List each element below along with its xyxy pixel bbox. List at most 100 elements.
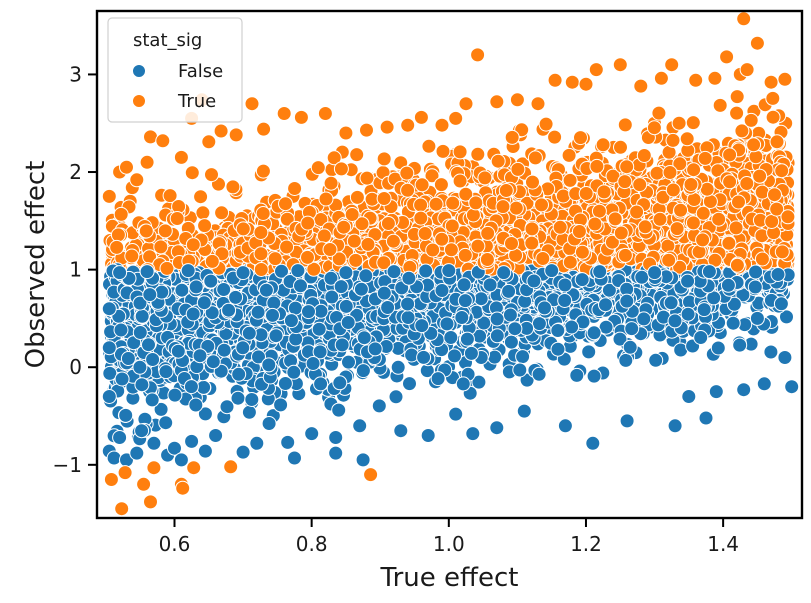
point-false: [331, 402, 347, 418]
point-true: [267, 251, 283, 267]
point-true: [424, 168, 440, 184]
point-true: [159, 260, 175, 276]
point-true: [619, 159, 635, 175]
point-false: [167, 387, 183, 403]
point-false: [489, 311, 505, 327]
point-true: [746, 137, 762, 153]
point-false: [439, 316, 455, 332]
point-true: [214, 205, 230, 221]
point-true: [376, 151, 392, 167]
point-true: [197, 218, 213, 234]
point-false: [341, 354, 356, 370]
point-true: [253, 262, 269, 277]
point-false: [145, 352, 161, 367]
point-false: [273, 397, 289, 413]
point-true: [669, 221, 685, 237]
point-true: [734, 123, 750, 139]
point-false: [569, 367, 585, 383]
point-true: [349, 147, 365, 163]
point-true: [433, 177, 449, 193]
point-true: [110, 227, 126, 243]
point-false: [763, 344, 779, 360]
point-true: [629, 204, 645, 220]
point-false: [367, 341, 383, 357]
point-false: [158, 415, 174, 431]
point-true: [465, 207, 481, 223]
point-true: [184, 165, 200, 181]
point-true: [413, 210, 429, 226]
point-true: [109, 239, 125, 255]
point-true: [613, 139, 628, 155]
point-true: [685, 115, 701, 131]
point-true: [712, 97, 728, 113]
point-true: [452, 144, 468, 160]
point-true: [169, 211, 185, 226]
point-false: [473, 291, 489, 307]
point-true: [595, 137, 611, 153]
point-false: [334, 337, 350, 353]
point-true: [470, 146, 486, 162]
point-false: [355, 363, 371, 379]
point-true: [253, 246, 269, 262]
point-false: [482, 277, 498, 293]
point-true: [490, 153, 506, 169]
point-true: [636, 148, 652, 163]
point-false: [205, 354, 221, 370]
point-false: [443, 330, 459, 345]
point-false: [400, 296, 416, 312]
point-true: [316, 228, 332, 244]
point-true: [346, 233, 362, 249]
point-false: [261, 416, 277, 431]
point-true: [754, 251, 770, 267]
point-true: [765, 90, 781, 106]
point-true: [774, 163, 790, 179]
point-false: [203, 273, 219, 289]
point-true: [671, 115, 687, 131]
point-true: [306, 261, 322, 277]
point-true: [225, 179, 241, 195]
point-false: [531, 366, 547, 382]
point-false: [102, 365, 118, 381]
point-true: [722, 147, 738, 163]
point-false: [489, 328, 505, 344]
point-true: [445, 195, 461, 211]
point-false: [779, 309, 794, 325]
point-true: [385, 233, 401, 249]
point-true: [651, 105, 667, 121]
point-true: [124, 248, 140, 264]
point-true: [655, 189, 671, 205]
point-true: [728, 220, 744, 236]
point-true: [743, 112, 759, 128]
point-false: [286, 364, 302, 380]
point-true: [349, 189, 365, 205]
point-false: [134, 308, 150, 324]
point-true: [255, 206, 271, 221]
point-false: [219, 399, 235, 415]
point-false: [455, 376, 471, 392]
point-true: [344, 207, 360, 222]
point-false: [266, 295, 282, 311]
point-true: [769, 134, 785, 150]
point-true: [765, 109, 781, 125]
point-false: [132, 359, 148, 375]
point-true: [547, 129, 563, 145]
point-false: [118, 407, 134, 423]
point-true: [665, 182, 681, 198]
point-false: [251, 349, 266, 365]
point-false: [726, 296, 742, 312]
point-true: [591, 203, 607, 219]
point-false: [313, 376, 329, 392]
point-true: [711, 211, 727, 227]
point-true: [413, 197, 429, 213]
point-false: [667, 313, 683, 329]
point-true: [477, 170, 493, 186]
point-false: [235, 340, 251, 356]
point-false: [612, 331, 628, 347]
point-true: [672, 259, 688, 275]
point-true: [604, 234, 620, 250]
point-true: [310, 160, 326, 176]
point-false: [487, 349, 503, 365]
point-false: [113, 322, 129, 338]
point-true: [333, 161, 349, 177]
point-true: [695, 205, 711, 221]
